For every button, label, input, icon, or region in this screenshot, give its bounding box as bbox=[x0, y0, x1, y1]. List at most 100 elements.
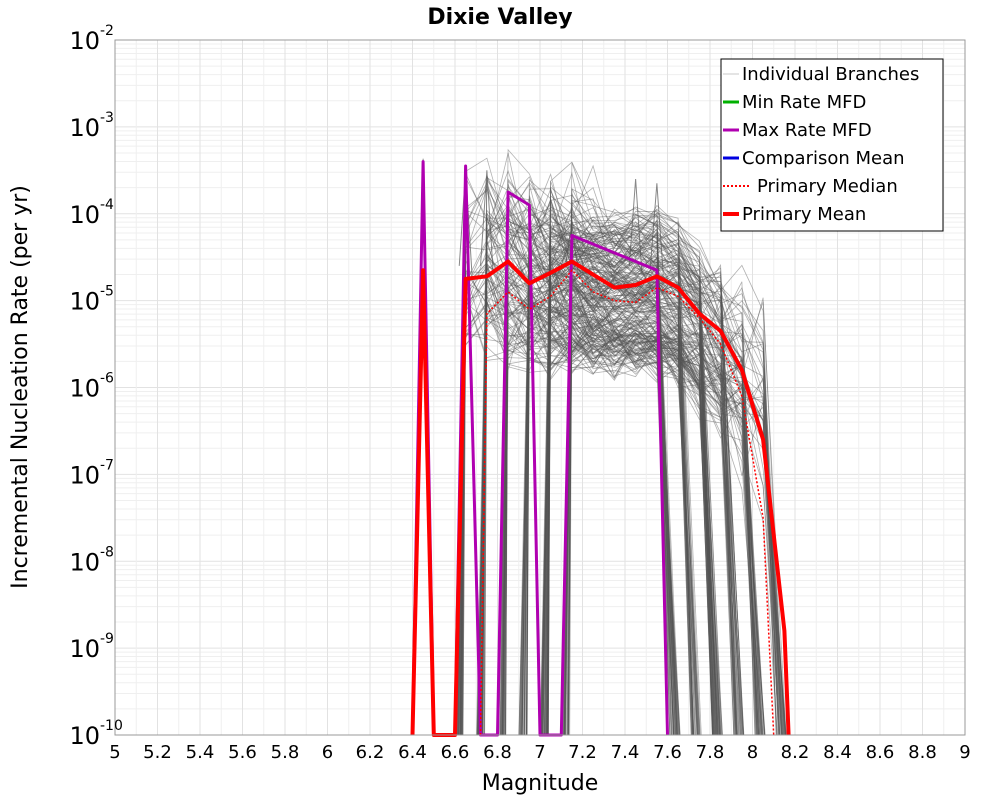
branch-line bbox=[478, 204, 700, 736]
branch-spike bbox=[628, 178, 643, 275]
x-tick-label: 8.8 bbox=[908, 742, 937, 763]
branch-line bbox=[477, 301, 672, 736]
branch-line bbox=[502, 331, 737, 736]
branch-line bbox=[526, 317, 701, 736]
y-tick-label: 10 -6 bbox=[69, 371, 114, 403]
branch-line bbox=[546, 247, 680, 736]
branch-line bbox=[566, 311, 761, 736]
y-tick-exponent: -4 bbox=[100, 197, 114, 213]
branch-line bbox=[460, 157, 678, 736]
branch-line bbox=[462, 181, 743, 736]
branch-line bbox=[540, 303, 693, 736]
branch-line bbox=[562, 201, 742, 736]
y-tick-base: 10 bbox=[69, 548, 100, 576]
branch-line bbox=[520, 207, 721, 736]
y-tick-base: 10 bbox=[69, 375, 100, 403]
x-tick-label: 5 bbox=[109, 742, 120, 763]
branch-line bbox=[458, 302, 699, 736]
branch-line bbox=[547, 223, 745, 736]
branch-line bbox=[563, 287, 784, 736]
branch-line bbox=[547, 275, 701, 736]
y-tick-label: 10 -9 bbox=[69, 631, 114, 663]
branch-spike bbox=[480, 170, 494, 275]
branch-line bbox=[458, 261, 765, 736]
branch-line bbox=[547, 220, 740, 736]
branch-line bbox=[502, 176, 744, 736]
branch-line bbox=[478, 252, 718, 736]
branch-line bbox=[477, 169, 722, 736]
branch-line bbox=[518, 311, 698, 736]
branch-line bbox=[505, 180, 675, 736]
branch-line bbox=[497, 208, 762, 736]
legend-label: Min Rate MFD bbox=[742, 92, 866, 113]
branch-line bbox=[460, 184, 780, 736]
branch-line bbox=[547, 180, 694, 736]
branch-line bbox=[545, 270, 758, 736]
branch-line bbox=[563, 207, 723, 736]
branch-line bbox=[564, 248, 739, 736]
y-axis-label: Incremental Nucleation Rate (per yr) bbox=[8, 185, 33, 589]
branch-line bbox=[544, 276, 759, 736]
branch-line bbox=[478, 230, 781, 736]
branch-line bbox=[481, 178, 736, 736]
branch-line bbox=[481, 263, 744, 736]
x-tick-label: 5.4 bbox=[186, 742, 215, 763]
branch-line bbox=[481, 193, 692, 736]
branch-line bbox=[502, 261, 720, 736]
branch-line bbox=[454, 294, 780, 736]
x-tick-label: 6 bbox=[322, 742, 333, 763]
branch-line bbox=[520, 279, 713, 736]
branch-line bbox=[497, 292, 735, 736]
branch-line bbox=[459, 270, 738, 736]
branch-line bbox=[459, 300, 737, 736]
branch-line bbox=[544, 296, 680, 736]
series-primary-mean bbox=[410, 259, 791, 737]
branch-line bbox=[476, 277, 783, 736]
y-tick-label: 10 -7 bbox=[69, 457, 114, 489]
branch-line bbox=[562, 187, 782, 736]
y-tick-exponent: -9 bbox=[100, 631, 114, 647]
branch-line bbox=[477, 222, 694, 736]
branch-line bbox=[479, 253, 780, 736]
branch-line bbox=[458, 280, 677, 736]
branch-line bbox=[500, 284, 714, 736]
branch-line bbox=[541, 260, 714, 736]
branch-line bbox=[541, 284, 757, 736]
branch-line bbox=[565, 304, 718, 736]
branch-line bbox=[505, 213, 677, 736]
branch-line bbox=[521, 286, 721, 736]
branch-line bbox=[459, 177, 702, 736]
x-tick-label: 6.6 bbox=[441, 742, 470, 763]
branch-line bbox=[521, 179, 714, 736]
branch-line bbox=[526, 246, 714, 736]
y-tick-label: 10 -5 bbox=[69, 284, 114, 316]
branch-line bbox=[561, 279, 719, 736]
branch-line bbox=[521, 250, 675, 736]
branch-line bbox=[542, 194, 718, 736]
branch-line bbox=[540, 258, 681, 736]
branch-line bbox=[456, 211, 737, 736]
branch-line bbox=[476, 255, 765, 736]
legend-item: Max Rate MFD bbox=[723, 120, 872, 141]
branch-line bbox=[524, 299, 735, 736]
series-primary-median bbox=[479, 269, 775, 736]
branch-line bbox=[567, 307, 737, 736]
branch-line bbox=[546, 323, 778, 736]
branch-line bbox=[568, 188, 785, 736]
branch-line bbox=[501, 267, 717, 736]
y-tick-base: 10 bbox=[69, 635, 100, 663]
branch-line bbox=[523, 195, 701, 736]
branch-line bbox=[476, 268, 700, 736]
branch-line bbox=[520, 264, 719, 736]
branch-line bbox=[483, 296, 741, 736]
branch-line bbox=[459, 295, 743, 736]
branch-line bbox=[498, 183, 783, 736]
branch-line bbox=[505, 264, 694, 736]
branch-line bbox=[541, 323, 698, 736]
branch-line bbox=[541, 229, 738, 736]
branch-line bbox=[542, 323, 713, 736]
branch-line bbox=[564, 300, 714, 736]
y-tick-base: 10 bbox=[69, 114, 100, 142]
x-tick-label: 6.8 bbox=[483, 742, 512, 763]
